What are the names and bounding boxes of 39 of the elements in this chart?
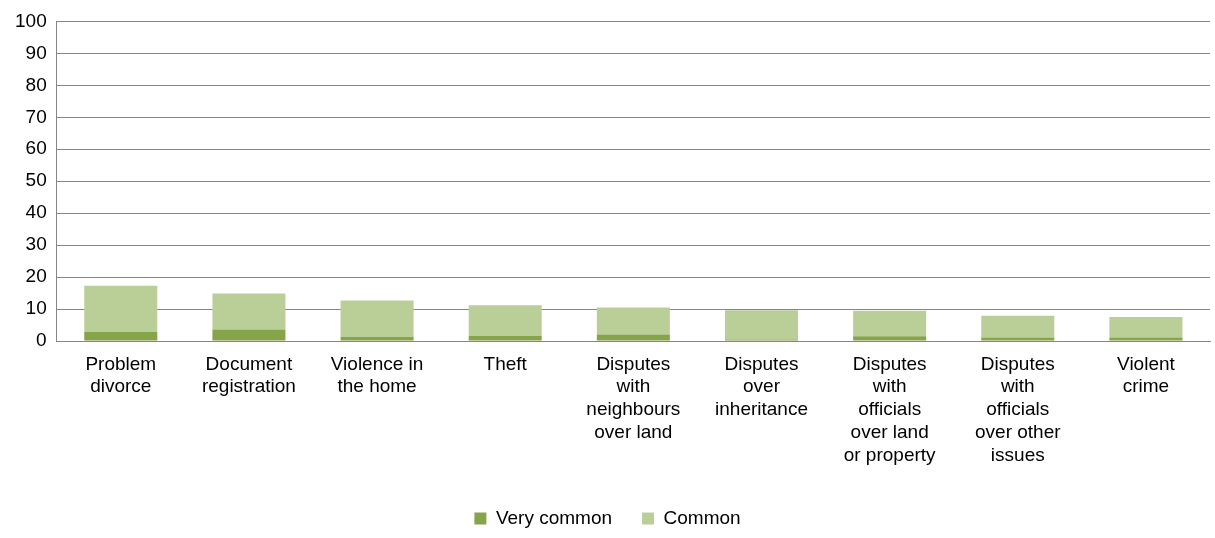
bar <box>340 336 414 341</box>
y-tick-label: 50 <box>25 169 47 191</box>
x-tick-label: Theft <box>483 352 528 374</box>
bar <box>84 285 158 332</box>
legend-label: Very common <box>495 506 613 528</box>
y-tick-label: 60 <box>25 137 47 159</box>
bar <box>468 335 542 341</box>
bar <box>1109 317 1183 338</box>
y-tick-label: 10 <box>25 297 47 319</box>
x-tick-label: Disputes with officials over other issues <box>975 352 1062 465</box>
bar <box>724 310 799 340</box>
bar <box>596 307 670 335</box>
y-tick-label: 70 <box>25 105 47 127</box>
bar <box>981 337 1055 341</box>
bar <box>212 293 286 330</box>
bar <box>981 315 1055 338</box>
y-tick-label: 80 <box>25 73 47 95</box>
x-tick-label: Disputes with officials over land or property <box>843 352 937 465</box>
x-tick-label: Disputes over inheritance <box>715 352 808 420</box>
y-tick-label: 0 <box>36 329 47 351</box>
bar <box>84 331 158 341</box>
bar <box>468 305 542 336</box>
y-tick-label: 20 <box>25 265 47 287</box>
bar <box>1109 337 1183 341</box>
x-tick-label: Violence in the home <box>330 352 424 397</box>
bar <box>596 334 670 341</box>
y-tick-label: 30 <box>25 233 47 255</box>
x-tick-label: Problem divorce <box>85 352 157 397</box>
bar <box>340 300 414 337</box>
bar <box>212 329 286 341</box>
y-tick-label: 100 <box>15 9 47 31</box>
x-tick-label: Disputes with neighbours over land <box>586 352 681 443</box>
bar <box>853 310 927 337</box>
y-tick-label: 40 <box>25 201 47 223</box>
bar <box>853 336 927 341</box>
legend-label: Common <box>663 506 741 528</box>
x-tick-label: Document registration <box>201 352 296 397</box>
y-tick-label: 90 <box>25 41 47 63</box>
x-tick-label: Violent crime <box>1117 352 1176 397</box>
